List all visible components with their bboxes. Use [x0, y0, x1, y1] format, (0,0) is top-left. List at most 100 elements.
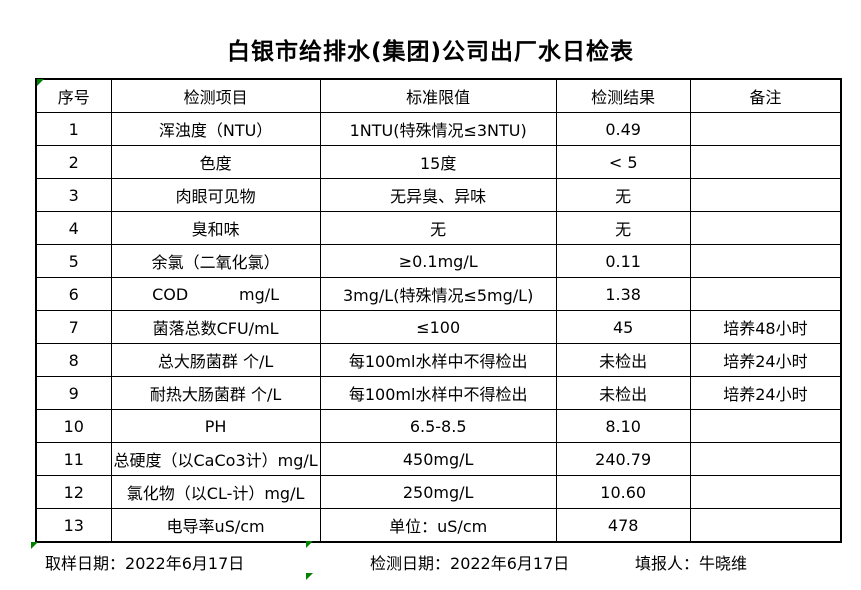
cell-standard: 3mg/L(特殊情况≤5mg/L) — [319, 277, 557, 311]
cell-no: 12 — [35, 475, 112, 509]
cell-item: 余氯（二氧化氯） — [110, 244, 321, 278]
sampling-date: 取样日期：2022年6月17日 — [45, 550, 244, 574]
cell-item: COD mg/L — [110, 277, 321, 311]
cell-result: 0.11 — [555, 244, 691, 278]
excel-flag-icon — [306, 541, 313, 548]
cell-note — [689, 409, 842, 443]
table-row: 13 电导率uS/cm 单位：uS/cm 478 — [35, 508, 842, 543]
cell-standard: 无异臭、异味 — [319, 178, 557, 212]
cell-no: 11 — [35, 442, 112, 476]
cell-standard: ≤100 — [319, 310, 557, 344]
column-header: 标准限值 — [319, 78, 557, 113]
reporter-name: 牛晓维 — [699, 554, 748, 573]
excel-flag-icon — [37, 79, 44, 86]
excel-flag-icon — [31, 542, 38, 549]
cell-note — [689, 178, 842, 212]
cell-standard: 1NTU(特殊情况≤3NTU) — [319, 112, 557, 146]
cell-note — [689, 211, 842, 245]
cell-note — [689, 508, 842, 543]
cell-result: 1.38 — [555, 277, 691, 311]
cell-result: 240.79 — [555, 442, 691, 476]
cell-no: 5 — [35, 244, 112, 278]
cell-item: 电导率uS/cm — [110, 508, 321, 543]
cell-standard: ≥0.1mg/L — [319, 244, 557, 278]
cell-item: 总大肠菌群 个/L — [110, 343, 321, 377]
cell-note — [689, 244, 842, 278]
daily-check-table: 序号 检测项目 标准限值 检测结果 备注 1 浑浊度（NTU） 1NTU(特殊情况≤3NTU… — [35, 78, 843, 543]
cell-result: 478 — [555, 508, 691, 543]
cell-result: 无 — [555, 211, 691, 245]
cell-no: 7 — [35, 310, 112, 344]
table-row: 11 总硬度（以CaCo3计）mg/L 450mg/L 240.79 — [35, 442, 842, 476]
cell-note — [689, 145, 842, 179]
test-date: 检测日期：2022年6月17日 — [370, 550, 569, 574]
cell-item: 氯化物（以CL-计）mg/L — [110, 475, 321, 509]
table-header-row: 序号 检测项目 标准限值 检测结果 备注 — [35, 78, 842, 113]
cell-no: 3 — [35, 178, 112, 212]
table-row: 4 臭和味无无 — [35, 211, 842, 245]
cell-item: 色度 — [110, 145, 321, 179]
page-title: 白银市给排水(集团)公司出厂水日检表 — [226, 39, 635, 65]
cell-no: 13 — [35, 508, 112, 543]
cell-standard: 每100ml水样中不得检出 — [319, 376, 557, 410]
cell-result: 45 — [555, 310, 691, 344]
table-row: 2 色度 15度 < 5 — [35, 145, 842, 179]
sampling-date-value: 2022年6月17日 — [125, 554, 245, 573]
cell-result: 未检出 — [555, 376, 691, 410]
cell-note: 培养48小时 — [689, 310, 842, 344]
reporter-label: 填报人： — [635, 554, 700, 573]
cell-item: 肉眼可见物 — [110, 178, 321, 212]
cell-item: 耐热大肠菌群 个/L — [110, 376, 321, 410]
cell-no: 6 — [35, 277, 112, 311]
cell-item: 总硬度（以CaCo3计）mg/L — [110, 442, 321, 476]
cell-standard: 15度 — [319, 145, 557, 179]
cell-result: 10.60 — [555, 475, 691, 509]
table-body: 1 浑浊度（NTU） 1NTU(特殊情况≤3NTU) 0.49 2 色度 15度 < 5 3 肉眼… — [35, 112, 842, 543]
table-row: 1 浑浊度（NTU） 1NTU(特殊情况≤3NTU) 0.49 — [35, 112, 842, 146]
cell-standard: 单位：uS/cm — [319, 508, 557, 543]
cell-standard: 每100ml水样中不得检出 — [319, 343, 557, 377]
table-row: 9 耐热大肠菌群 个/L 每100ml水样中不得检出 未检出 培养24小时 — [35, 376, 842, 410]
test-date-value: 2022年6月17日 — [450, 554, 570, 573]
cell-result: 未检出 — [555, 343, 691, 377]
table-row: 12 氯化物（以CL-计）mg/L 250mg/L 10.60 — [35, 475, 842, 509]
cell-standard: 250mg/L — [319, 475, 557, 509]
cell-no: 2 — [35, 145, 112, 179]
sampling-date-label: 取样日期： — [45, 554, 126, 573]
cell-no: 1 — [35, 112, 112, 146]
table-row: 7 菌落总数CFU/mL ≤100 45 培养48小时 — [35, 310, 842, 344]
cell-no: 4 — [35, 211, 112, 245]
cell-no: 8 — [35, 343, 112, 377]
column-header: 检测结果 — [555, 78, 691, 113]
cell-standard: 无 — [319, 211, 557, 245]
table-row: 5 余氯（二氧化氯） ≥0.1mg/L 0.11 — [35, 244, 842, 278]
cell-note: 培养24小时 — [689, 343, 842, 377]
cell-result: 8.10 — [555, 409, 691, 443]
cell-no: 9 — [35, 376, 112, 410]
table-row: 8 总大肠菌群 个/L 每100ml水样中不得检出 未检出 培养24小时 — [35, 343, 842, 377]
cell-note: 培养24小时 — [689, 376, 842, 410]
table-row: 序号 检测项目 标准限值 检测结果 备注 — [35, 78, 842, 113]
cell-no: 10 — [35, 409, 112, 443]
cell-item: 臭和味 — [110, 211, 321, 245]
cell-item: 浑浊度（NTU） — [110, 112, 321, 146]
excel-flag-icon — [306, 573, 313, 580]
column-header: 备注 — [689, 78, 842, 113]
cell-standard: 6.5-8.5 — [319, 409, 557, 443]
table-row: 3 肉眼可见物 无异臭、异味无 — [35, 178, 842, 212]
cell-item: 菌落总数CFU/mL — [110, 310, 321, 344]
table-row: 10 PH 6.5-8.5 8.10 — [35, 409, 842, 443]
cell-result: 无 — [555, 178, 691, 212]
cell-standard: 450mg/L — [319, 442, 557, 476]
reporter: 填报人：牛晓维 — [635, 550, 747, 574]
cell-note — [689, 277, 842, 311]
cell-note — [689, 442, 842, 476]
cell-note — [689, 475, 842, 509]
cell-result: < 5 — [555, 145, 691, 179]
cell-result: 0.49 — [555, 112, 691, 146]
cell-item: PH — [110, 409, 321, 443]
cell-note — [689, 112, 842, 146]
table-row: 6 COD mg/L 3mg/L(特殊情况≤5mg/L) 1.38 — [35, 277, 842, 311]
test-date-label: 检测日期： — [370, 554, 451, 573]
